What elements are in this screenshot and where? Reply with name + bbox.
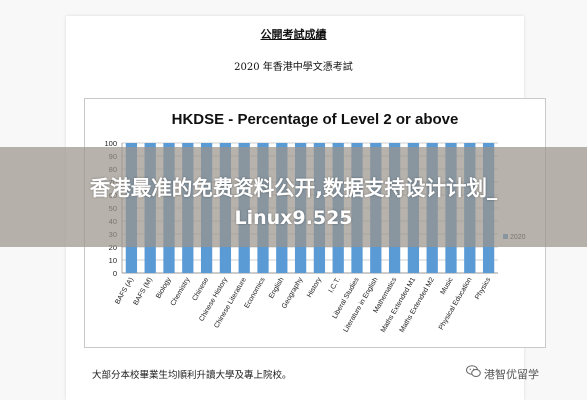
document-heading: 公開考試成績	[260, 28, 327, 41]
y-tick-label: 0	[113, 269, 117, 278]
y-tick-label: 100	[104, 139, 117, 148]
overlay-banner	[0, 147, 587, 247]
wechat-icon	[466, 365, 481, 377]
watermark-text: 港智优留学	[484, 368, 539, 381]
document-footnote: 大部分本校畢業生均順利升讀大學及專上院校。	[92, 370, 292, 381]
y-tick-label: 10	[109, 256, 117, 265]
banner-title: 香港最准的免费资料公开,数据支持设计计划_	[89, 176, 498, 200]
x-tick-label: Chinese	[191, 276, 210, 302]
y-tick-label: 20	[109, 243, 117, 252]
banner-subtitle: Linux9.525	[234, 207, 353, 229]
document-subheading: 2020 年香港中學文憑考試	[234, 62, 353, 73]
x-tick-label: Chemistry	[170, 276, 192, 307]
x-tick-label: English	[268, 276, 286, 299]
x-tick-label: Biology	[155, 276, 173, 300]
x-tick-label: BAFS (A)	[114, 277, 135, 306]
x-tick-label: Maths Extended M1	[380, 276, 417, 334]
x-tick-label: I.C.T.	[328, 276, 342, 294]
x-tick-label: Maths Extended M2	[399, 276, 436, 334]
x-tick-label: Literature in English	[343, 276, 380, 333]
chart-title: HKDSE - Percentage of Level 2 or above	[171, 111, 459, 128]
watermark: 港智优留学	[466, 365, 539, 382]
x-tick-label: BAFS (M)	[133, 277, 154, 307]
x-tick-label: Music	[440, 276, 455, 296]
x-tick-label: Physics	[474, 276, 492, 301]
x-tick-label: History	[306, 276, 323, 299]
